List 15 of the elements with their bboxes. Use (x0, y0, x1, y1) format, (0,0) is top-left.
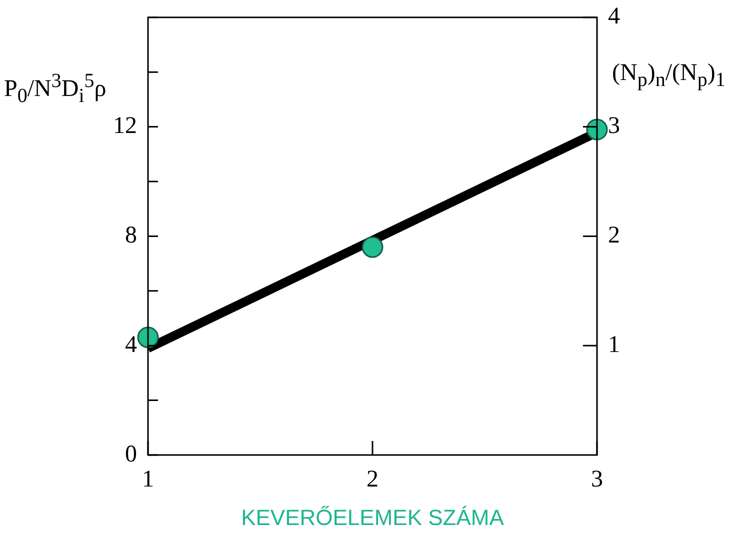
y-tick-label: 4 (125, 332, 137, 358)
x-axis-title: KEVERŐELEMEK SZÁMA (240, 505, 505, 531)
x-tick-label: 2 (366, 466, 378, 493)
x-tick-label: 1 (142, 466, 154, 493)
y2-tick-label: 2 (608, 222, 620, 248)
x-tick-label: 3 (591, 466, 603, 493)
y-tick-label: 8 (125, 222, 137, 248)
y-tick-label: 12 (113, 113, 137, 140)
y2-tick-label: 4 (608, 4, 620, 30)
y2-tick-label: 1 (608, 332, 620, 358)
y-tick-label: 0 (125, 441, 137, 468)
y2-tick-label: 3 (608, 113, 620, 140)
y-axis-title: P$_{0}$/N$^{3}$D$_{i}$$^{5}$ρ (4, 70, 106, 108)
point (362, 236, 384, 258)
y2-axis-title: (N$_{p}$)$_{n}$/(N$_{p}$)$_{1}$ (612, 60, 726, 92)
